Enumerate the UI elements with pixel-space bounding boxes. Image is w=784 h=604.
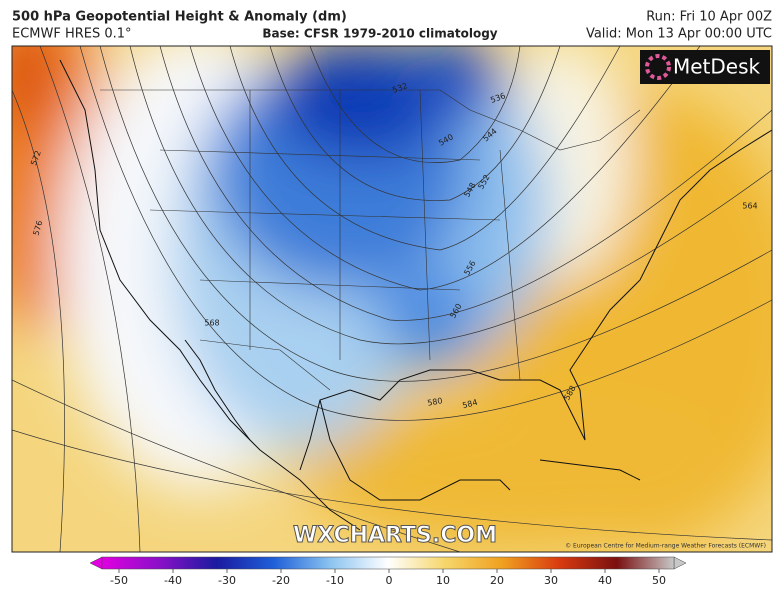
colorbar: [101, 556, 675, 570]
contour-label: 568: [204, 319, 219, 328]
title: 500 hPa Geopotential Height & Anomaly (d…: [12, 10, 347, 25]
model: ECMWF HRES 0.1°: [12, 27, 132, 42]
colorbar-ticks: -50 -40 -30 -20 -10 0 10 20 30 40 50: [110, 569, 666, 587]
logo-icon: [645, 54, 671, 80]
coastlines: [59, 59, 772, 531]
contour-label: 576: [32, 219, 45, 236]
colorbar-tick-label: 0: [386, 574, 393, 587]
colorbar-tick-label: -20: [272, 574, 290, 587]
logo-text: MetDesk: [673, 55, 761, 79]
colorbar-tick-label: 40: [598, 574, 612, 587]
map-area: [12, 46, 772, 552]
colorbar-tick-label: 10: [436, 574, 450, 587]
colorbar-low-arrow: [89, 556, 103, 570]
contour-label: 584: [461, 398, 478, 411]
height-contours: [12, 46, 772, 552]
contour-label: 580: [427, 396, 444, 408]
colorbar-tick-label: -30: [218, 574, 236, 587]
watermark: WXCHARTS.COM: [293, 523, 497, 548]
valid: Valid: Mon 13 Apr 00:00 UTC: [586, 27, 772, 42]
colorbar-tick-label: -40: [164, 574, 182, 587]
colorbar-tick-label: 30: [544, 574, 558, 587]
map-frame: [11, 45, 773, 553]
anomaly-field: [12, 46, 772, 550]
contour-label: 564: [742, 202, 757, 211]
copyright: © European Centre for Medium-range Weath…: [565, 543, 766, 550]
colorbar-tick-label: 50: [652, 574, 666, 587]
borders: [100, 89, 641, 391]
colorbar-high-arrow: [673, 556, 687, 570]
colorbar-tick-label: -50: [110, 574, 128, 587]
logo-box: [640, 50, 770, 84]
colorbar-tick-label: -10: [326, 574, 344, 587]
run: Run: Fri 10 Apr 00Z: [646, 10, 772, 25]
colorbar-tick-label: 20: [490, 574, 504, 587]
base: Base: CFSR 1979-2010 climatology: [262, 27, 497, 41]
